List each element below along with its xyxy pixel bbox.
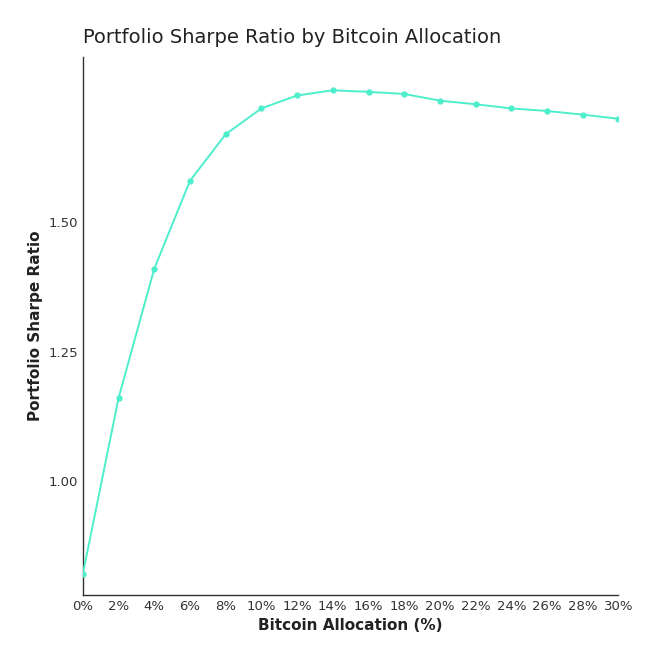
X-axis label: Bitcoin Allocation (%): Bitcoin Allocation (%) bbox=[258, 618, 443, 633]
Text: Portfolio Sharpe Ratio by Bitcoin Allocation: Portfolio Sharpe Ratio by Bitcoin Alloca… bbox=[83, 28, 501, 47]
Y-axis label: Portfolio Sharpe Ratio: Portfolio Sharpe Ratio bbox=[28, 231, 43, 421]
